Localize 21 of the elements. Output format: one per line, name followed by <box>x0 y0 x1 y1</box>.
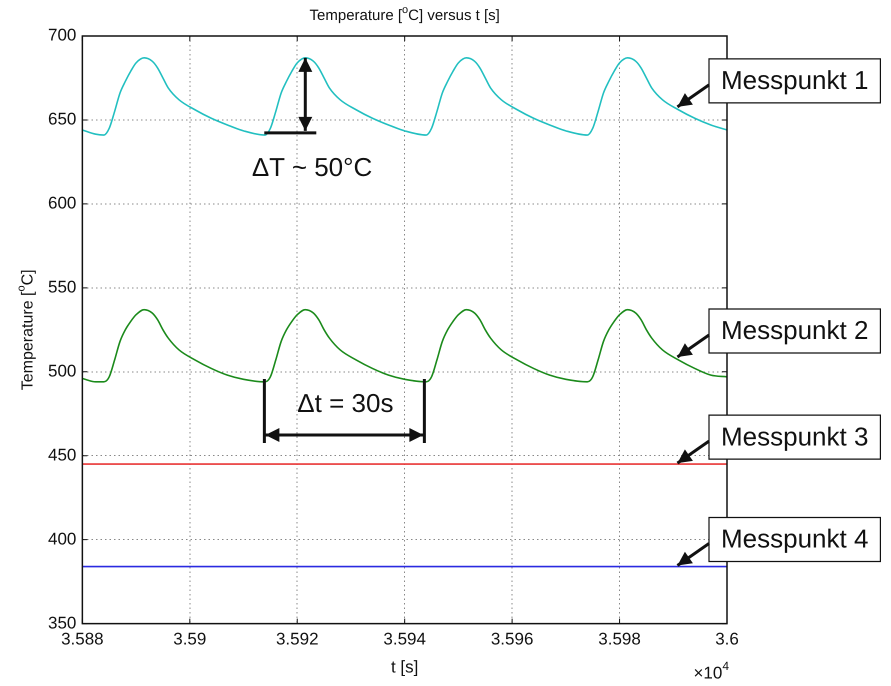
y-axis-title: Temperature [oC] <box>16 269 36 390</box>
x-tick-label: 3.59 <box>173 629 206 648</box>
series-label: Messpunkt 2 <box>721 315 868 346</box>
x-tick-label: 3.594 <box>383 629 426 648</box>
y-tick-label: 400 <box>48 529 76 548</box>
series-label: Messpunkt 1 <box>721 65 868 96</box>
series-label: Messpunkt 3 <box>721 421 868 452</box>
x-tick-label: 3.596 <box>490 629 534 648</box>
y-tick-label: 450 <box>48 445 76 464</box>
y-tick-label: 700 <box>48 26 76 45</box>
y-tick-label: 500 <box>48 361 76 380</box>
x-tick-label: 3.598 <box>598 629 641 648</box>
y-tick-label: 550 <box>48 278 76 297</box>
y-tick-label: 650 <box>48 110 76 129</box>
x-tick-label: 3.6 <box>715 629 739 648</box>
annotation: Δt = 30s <box>297 388 394 418</box>
annotation: ΔT ~ 50°C <box>252 152 372 182</box>
x-tick-label: 3.592 <box>276 629 319 648</box>
y-tick-label: 600 <box>48 194 76 213</box>
series-label: Messpunkt 4 <box>721 524 868 554</box>
x-axis-title: t [s] <box>390 657 418 676</box>
